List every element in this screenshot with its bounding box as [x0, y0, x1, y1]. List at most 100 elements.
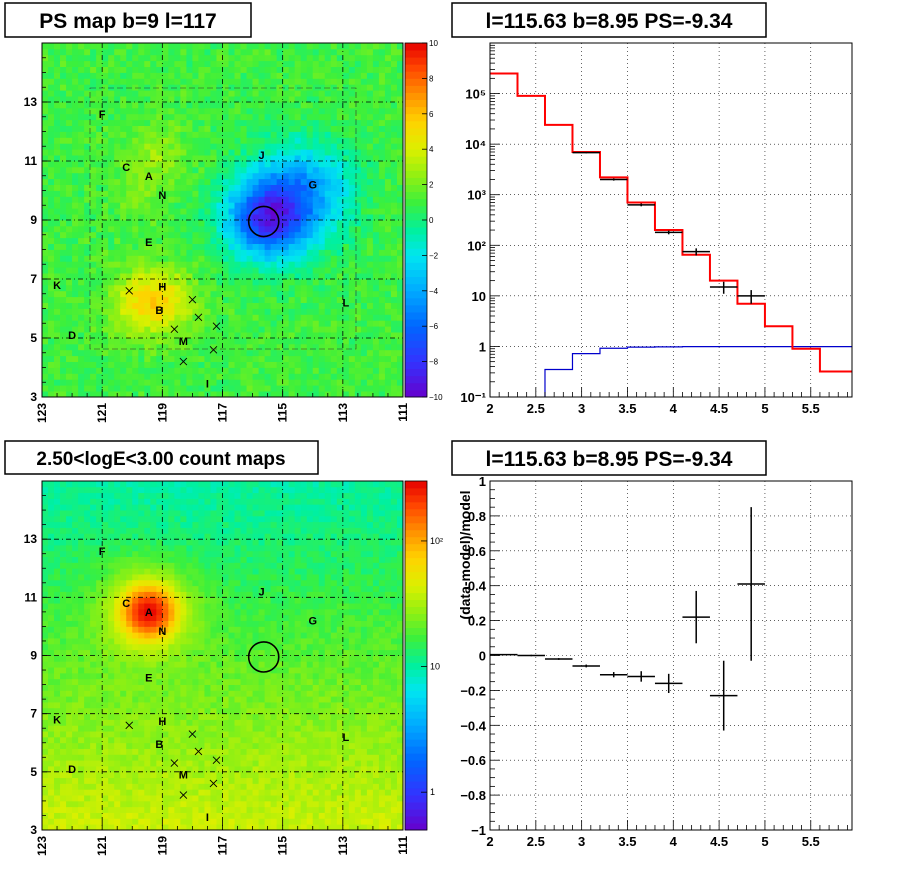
map-pixel: [247, 185, 253, 191]
map-pixel: [367, 43, 373, 49]
map-pixel: [54, 580, 60, 586]
map-pixel: [385, 102, 391, 108]
map-pixel: [174, 303, 180, 309]
map-pixel: [385, 49, 391, 55]
map-pixel: [78, 592, 84, 598]
map-pixel: [373, 43, 379, 49]
map-pixel: [84, 320, 90, 326]
map-pixel: [391, 362, 397, 368]
map-pixel: [325, 108, 331, 114]
map-pixel: [259, 297, 265, 303]
map-pixel: [223, 202, 229, 208]
map-pixel: [90, 638, 96, 644]
map-pixel: [174, 220, 180, 226]
map-pixel: [307, 214, 313, 220]
map-pixel: [343, 67, 349, 73]
map-pixel: [90, 90, 96, 96]
map-pixel: [96, 320, 102, 326]
map-pixel: [84, 493, 90, 499]
map-pixel: [247, 250, 253, 256]
map-pixel: [96, 202, 102, 208]
map-pixel: [210, 191, 216, 197]
map-pixel: [150, 338, 156, 344]
map-pixel: [373, 167, 379, 173]
map-pixel: [126, 267, 132, 273]
map-pixel: [168, 102, 174, 108]
map-pixel: [72, 714, 78, 720]
map-pixel: [156, 338, 162, 344]
map-pixel: [289, 250, 295, 256]
map-pixel: [132, 708, 138, 714]
map-pixel: [132, 67, 138, 73]
map-pixel: [313, 208, 319, 214]
map-pixel: [60, 273, 66, 279]
map-pixel: [229, 61, 235, 67]
map-pixel: [102, 261, 108, 267]
map-pixel: [60, 609, 66, 615]
map-pixel: [48, 232, 54, 238]
map-pixel: [337, 137, 343, 143]
map-pixel: [72, 731, 78, 737]
map-pixel: [313, 196, 319, 202]
map-pixel: [48, 731, 54, 737]
map-pixel: [349, 326, 355, 332]
map-pixel: [385, 320, 391, 326]
map-pixel: [138, 528, 144, 534]
map-pixel: [385, 108, 391, 114]
map-pixel: [198, 267, 204, 273]
map-pixel: [144, 309, 150, 315]
map-pixel: [48, 61, 54, 67]
map-pixel: [361, 84, 367, 90]
map-pixel: [385, 202, 391, 208]
map-pixel: [42, 362, 48, 368]
map-pixel: [84, 562, 90, 568]
map-pixel: [66, 143, 72, 149]
map-pixel: [180, 191, 186, 197]
map-pixel: [295, 291, 301, 297]
map-pixel: [349, 320, 355, 326]
map-pixel: [54, 597, 60, 603]
map-pixel: [78, 795, 84, 801]
map-pixel: [144, 650, 150, 656]
map-pixel: [241, 238, 247, 244]
map-pixel: [114, 373, 120, 379]
map-pixel: [283, 173, 289, 179]
map-pixel: [186, 49, 192, 55]
map-pixel: [48, 43, 54, 49]
map-pixel: [60, 238, 66, 244]
map-pixel: [78, 632, 84, 638]
map-pixel: [235, 73, 241, 79]
map-pixel: [72, 673, 78, 679]
map-pixel: [349, 250, 355, 256]
map-pixel: [216, 232, 222, 238]
map-pixel: [180, 208, 186, 214]
map-pixel: [168, 232, 174, 238]
map-pixel: [84, 303, 90, 309]
map-pixel: [48, 528, 54, 534]
map-pixel: [174, 238, 180, 244]
map-pixel: [168, 132, 174, 138]
map-pixel: [385, 356, 391, 362]
map-pixel: [48, 191, 54, 197]
map-pixel: [60, 78, 66, 84]
map-pixel: [325, 55, 331, 61]
map-pixel: [301, 220, 307, 226]
map-pixel: [132, 644, 138, 650]
map-pixel: [90, 714, 96, 720]
map-pixel: [102, 528, 108, 534]
map-pixel: [295, 67, 301, 73]
map-pixel: [42, 481, 48, 487]
map-pixel: [108, 656, 114, 662]
map-pixel: [301, 385, 307, 391]
map-pixel: [48, 238, 54, 244]
map-pixel: [54, 350, 60, 356]
map-pixel: [235, 120, 241, 126]
map-pixel: [66, 714, 72, 720]
map-pixel: [144, 813, 150, 819]
map-pixel: [277, 49, 283, 55]
map-pixel: [78, 273, 84, 279]
map-pixel: [355, 84, 361, 90]
map-pixel: [331, 385, 337, 391]
map-pixel: [349, 303, 355, 309]
map-pixel: [349, 368, 355, 374]
